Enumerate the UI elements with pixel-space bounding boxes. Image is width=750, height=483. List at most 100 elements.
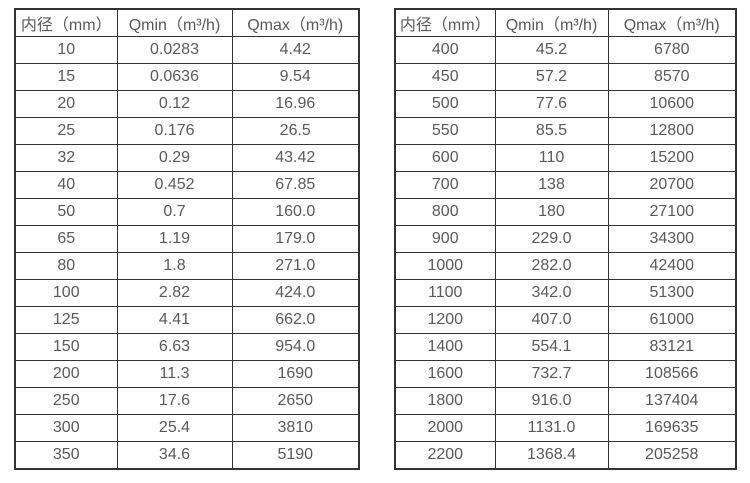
table-cell: 27100: [607, 198, 737, 226]
table-cell: 26.5: [231, 117, 360, 145]
table-cell: 0.452: [116, 171, 233, 199]
table-cell: 0.0636: [116, 63, 233, 91]
table-row: 300 25.4 3810: [14, 414, 360, 442]
table-row: 1000 282.0 42400: [394, 252, 737, 280]
table-row: 1400 554.1 83121: [394, 333, 737, 361]
table-cell: 20700: [607, 171, 737, 199]
table-cell: 179.0: [231, 225, 360, 253]
table-row: 10 0.0283 4.42: [14, 36, 360, 64]
table-row: 500 77.6 10600: [394, 90, 737, 118]
table-row: 80 1.8 271.0: [14, 252, 360, 280]
table-cell: 300: [14, 414, 118, 442]
table-cell: 1.8: [116, 252, 233, 280]
table-cell: 1131.0: [494, 414, 609, 442]
table-cell: 17.6: [116, 387, 233, 415]
table-cell: 1600: [394, 360, 496, 388]
table-row: 250 17.6 2650: [14, 387, 360, 415]
table-row: 125 4.41 662.0: [14, 306, 360, 334]
table-cell: 554.1: [494, 333, 609, 361]
table-cell: 77.6: [494, 90, 609, 118]
table-row: 600 110 15200: [394, 144, 737, 172]
header-inner-diameter: 内径（mm）: [14, 8, 118, 37]
table-row: 400 45.2 6780: [394, 36, 737, 64]
table-cell: 0.29: [116, 144, 233, 172]
table-cell: 50: [14, 198, 118, 226]
table-cell: 40: [14, 171, 118, 199]
table-cell: 85.5: [494, 117, 609, 145]
flow-table-small-diameters: 内径（mm） Qmin（m³/h) Qmax（m³/h) 10 0.0283 4.4…: [14, 8, 360, 470]
table-row: 25 0.176 26.5: [14, 117, 360, 145]
table-row: 700 138 20700: [394, 171, 737, 199]
table-body: 10 0.0283 4.42 15 0.0636 9.54 20 0.12 16.96 25 0.1…: [14, 36, 360, 470]
table-row: 200 11.3 1690: [14, 360, 360, 388]
table-cell: 282.0: [494, 252, 609, 280]
table-cell: 732.7: [494, 360, 609, 388]
table-cell: 1690: [231, 360, 360, 388]
table-row: 1100 342.0 51300: [394, 279, 737, 307]
flow-range-tables-page: 内径（mm） Qmin（m³/h) Qmax（m³/h) 10 0.0283 4.4…: [14, 8, 737, 470]
table-cell: 954.0: [231, 333, 360, 361]
table-row: 15 0.0636 9.54: [14, 63, 360, 91]
table-cell: 271.0: [231, 252, 360, 280]
table-cell: 6780: [607, 36, 737, 64]
table-cell: 900: [394, 225, 496, 253]
table-row: 350 34.6 5190: [14, 441, 360, 470]
table-cell: 700: [394, 171, 496, 199]
table-row: 40 0.452 67.85: [14, 171, 360, 199]
table-header: 内径（mm） Qmin（m³/h) Qmax（m³/h): [394, 8, 737, 37]
table-cell: 61000: [607, 306, 737, 334]
table-row: 100 2.82 424.0: [14, 279, 360, 307]
table-cell: 20: [14, 90, 118, 118]
table-cell: 1800: [394, 387, 496, 415]
table-cell: 0.7: [116, 198, 233, 226]
table-cell: 34.6: [116, 441, 233, 470]
table-cell: 1200: [394, 306, 496, 334]
table-cell: 100: [14, 279, 118, 307]
table-row: 900 229.0 34300: [394, 225, 737, 253]
table-cell: 0.12: [116, 90, 233, 118]
table-row: 1800 916.0 137404: [394, 387, 737, 415]
table-cell: 250: [14, 387, 118, 415]
table-cell: 424.0: [231, 279, 360, 307]
table-cell: 15: [14, 63, 118, 91]
table-cell: 43.42: [231, 144, 360, 172]
header-qmax: Qmax（m³/h): [607, 8, 737, 37]
table-cell: 229.0: [494, 225, 609, 253]
table-body: 400 45.2 6780 450 57.2 8570 500 77.6 10600 550 85.…: [394, 36, 737, 470]
table-cell: 0.0283: [116, 36, 233, 64]
table-cell: 5190: [231, 441, 360, 470]
table-cell: 916.0: [494, 387, 609, 415]
table-row: 550 85.5 12800: [394, 117, 737, 145]
table-cell: 15200: [607, 144, 737, 172]
table-cell: 6.63: [116, 333, 233, 361]
table-row: 150 6.63 954.0: [14, 333, 360, 361]
table-cell: 80: [14, 252, 118, 280]
table-row: 50 0.7 160.0: [14, 198, 360, 226]
header-row: 内径（mm） Qmin（m³/h) Qmax（m³/h): [394, 8, 737, 37]
table-row: 800 180 27100: [394, 198, 737, 226]
table-cell: 180: [494, 198, 609, 226]
table-cell: 2650: [231, 387, 360, 415]
table-cell: 25: [14, 117, 118, 145]
table-cell: 110: [494, 144, 609, 172]
table-cell: 3810: [231, 414, 360, 442]
table-row: 1600 732.7 108566: [394, 360, 737, 388]
table-cell: 1400: [394, 333, 496, 361]
table-cell: 2000: [394, 414, 496, 442]
table-cell: 0.176: [116, 117, 233, 145]
table-cell: 42400: [607, 252, 737, 280]
table-cell: 1100: [394, 279, 496, 307]
table-cell: 500: [394, 90, 496, 118]
table-cell: 67.85: [231, 171, 360, 199]
table-cell: 662.0: [231, 306, 360, 334]
header-qmin: Qmin（m³/h): [116, 8, 233, 37]
header-row: 内径（mm） Qmin（m³/h) Qmax（m³/h): [14, 8, 360, 37]
table-cell: 11.3: [116, 360, 233, 388]
table-cell: 407.0: [494, 306, 609, 334]
table-row: 65 1.19 179.0: [14, 225, 360, 253]
table-cell: 600: [394, 144, 496, 172]
table-row: 20 0.12 16.96: [14, 90, 360, 118]
table-cell: 138: [494, 171, 609, 199]
table-cell: 10: [14, 36, 118, 64]
table-cell: 9.54: [231, 63, 360, 91]
